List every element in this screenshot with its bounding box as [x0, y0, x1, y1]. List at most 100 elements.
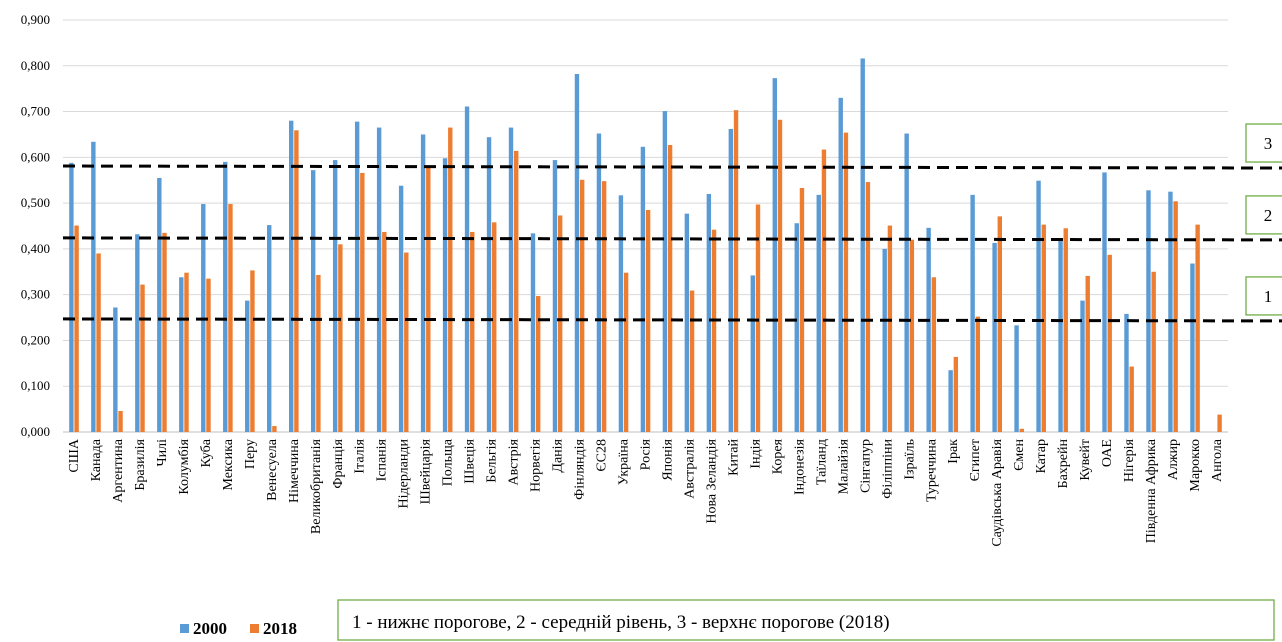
bar-2000	[420, 134, 426, 432]
x-tick-label: Японія	[660, 438, 675, 480]
y-tick-label: 0,500	[21, 195, 50, 210]
bar-2018	[140, 284, 145, 432]
bar-2000	[376, 127, 382, 433]
x-tick-label: Канада	[89, 438, 104, 481]
bar-2018	[514, 150, 519, 432]
bar-2018	[1151, 271, 1156, 432]
x-axis-ticks: США Канада Аргентина Бразилія Чилі Колумбія Ку…	[67, 438, 1225, 547]
bar-2000	[179, 277, 184, 432]
bar-2018	[535, 296, 541, 432]
x-tick-label: Перу	[243, 439, 258, 469]
x-tick-label: Росія	[639, 438, 654, 470]
bar-2000	[596, 133, 602, 433]
bar-2018	[184, 272, 189, 432]
bar-2000	[970, 194, 975, 432]
bar-2000	[508, 127, 514, 433]
bar-2018	[118, 410, 123, 432]
bar-2018	[645, 209, 651, 432]
bar-2018	[1041, 224, 1046, 432]
bar-2000	[442, 158, 448, 432]
bar-2000	[354, 121, 360, 433]
threshold-box	[1245, 195, 1282, 235]
bar-2000	[1124, 313, 1129, 432]
bar-2018	[733, 110, 739, 432]
bar-2018	[843, 132, 849, 432]
note-text: 1 - нижнє порогове, 2 - середній рівень,…	[352, 612, 890, 633]
bar-2000	[530, 233, 536, 432]
threshold-label: 3	[1264, 134, 1273, 153]
x-tick-label: Австрія	[507, 438, 522, 485]
bar-2018	[821, 149, 827, 432]
x-tick-label: Бахрейн	[1056, 438, 1071, 488]
bar-2018	[426, 166, 431, 433]
bar-2000	[223, 161, 228, 432]
bar-2000	[113, 307, 118, 432]
threshold-line	[62, 317, 1282, 323]
x-tick-label: Філіппіни	[880, 438, 895, 498]
bar-2018	[492, 222, 497, 432]
x-tick-label: Ємен	[1012, 438, 1027, 470]
bar-2000	[91, 141, 96, 432]
bar-2000	[157, 177, 162, 432]
bar-2000	[750, 275, 756, 432]
bar-2018	[250, 270, 255, 432]
bar-2000	[948, 370, 953, 432]
bar-2018	[1217, 414, 1222, 432]
bar-2018	[887, 225, 893, 432]
bar-2000	[640, 146, 646, 432]
bar-2018	[601, 181, 607, 432]
threshold-line	[62, 164, 1282, 170]
bar-2018	[448, 127, 453, 433]
x-tick-label: Алжир	[1166, 439, 1181, 480]
y-tick-label: 0,100	[21, 378, 50, 393]
bar-2000	[332, 160, 338, 432]
x-tick-label: Чилі	[155, 439, 170, 467]
x-tick-label: ОАЕ	[1100, 439, 1115, 467]
bar-2018	[865, 182, 871, 432]
x-tick-label: Мексика	[221, 438, 236, 490]
threshold-box	[1245, 276, 1282, 316]
bar-2018	[74, 225, 79, 432]
bar-2018	[1085, 275, 1090, 432]
bar-2018	[975, 316, 981, 432]
bar-2000	[245, 300, 250, 432]
bar-2018	[1195, 224, 1200, 432]
y-tick-label: 0,600	[21, 149, 50, 164]
bar-2018	[228, 204, 233, 432]
bar-2018	[997, 216, 1002, 432]
x-tick-label: Україна	[617, 438, 632, 485]
bar-2018	[96, 253, 101, 432]
x-tick-label: Італія	[353, 438, 368, 473]
bar-2000	[1190, 263, 1195, 432]
bar-2000	[1036, 180, 1041, 432]
bar-2018	[470, 231, 475, 432]
bar-2000	[728, 128, 734, 432]
bar-2018	[623, 272, 629, 432]
bar-2000	[1146, 190, 1151, 432]
x-tick-label: Нова Зеландія	[704, 438, 719, 523]
bar-2018	[272, 426, 277, 432]
x-tick-label: Єгипет	[968, 439, 983, 481]
bar-2018	[294, 130, 299, 432]
x-tick-label: Австралія	[682, 438, 697, 498]
bar-2018	[711, 229, 717, 432]
bar-2018	[755, 204, 761, 432]
bar-2000	[662, 111, 668, 432]
bar-2018	[382, 231, 387, 432]
x-tick-label: Аргентина	[111, 438, 126, 502]
x-tick-label: Саудівська Аравія	[990, 438, 1005, 546]
bar-2000	[486, 137, 492, 433]
x-tick-label: Індія	[748, 438, 763, 468]
y-tick-label: 0,400	[21, 241, 50, 256]
threshold-lines	[62, 164, 1282, 323]
bar-2000	[310, 170, 316, 432]
x-tick-label: Куба	[199, 438, 214, 467]
bar-2000	[926, 227, 931, 432]
bar-2000	[1080, 300, 1085, 432]
bar-2018	[579, 179, 585, 432]
x-tick-label: Марокко	[1188, 439, 1203, 492]
x-tick-label: Ангола	[1210, 438, 1225, 482]
bar-2018	[777, 119, 783, 432]
x-tick-label: Венесуела	[265, 438, 280, 501]
bar-2000	[1058, 239, 1063, 432]
